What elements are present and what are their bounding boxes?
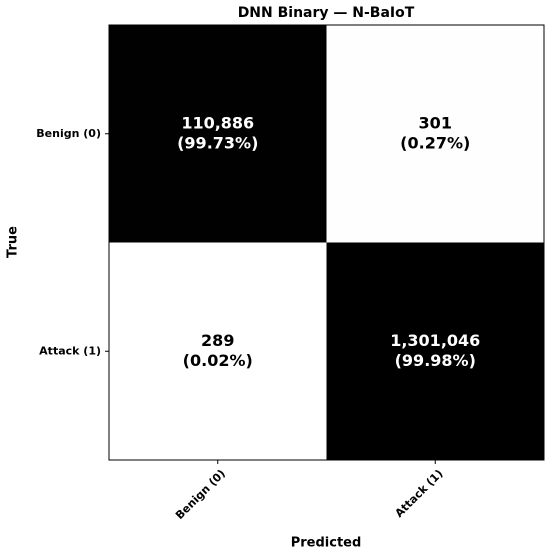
y-tick-label: Benign (0): [36, 127, 101, 140]
cell-percent-label: (0.27%): [400, 133, 470, 152]
x-tick-label: Benign (0): [173, 467, 228, 522]
cell-count-label: 289: [201, 331, 234, 350]
heatmap-cell: [109, 242, 327, 460]
cell-count-label: 301: [419, 113, 452, 132]
heatmap-cell: [326, 242, 544, 460]
heatmap-cell: [109, 25, 327, 243]
plot-frame: [108, 24, 545, 461]
x-tick-label: Attack (1): [393, 467, 446, 520]
heatmap-cell: [326, 25, 544, 243]
cell-percent-label: (99.98%): [395, 351, 476, 370]
cell-percent-label: (0.02%): [183, 351, 253, 370]
cell-percent-label: (99.73%): [177, 133, 258, 152]
cell-count-label: 110,886: [181, 113, 254, 132]
chart-title: DNN Binary — N-BaIoT: [238, 5, 415, 21]
y-tick-label: Attack (1): [39, 344, 101, 357]
cell-count-label: 1,301,046: [390, 331, 480, 350]
x-axis-label: Predicted: [291, 536, 362, 551]
y-axis-label: True: [6, 226, 21, 258]
